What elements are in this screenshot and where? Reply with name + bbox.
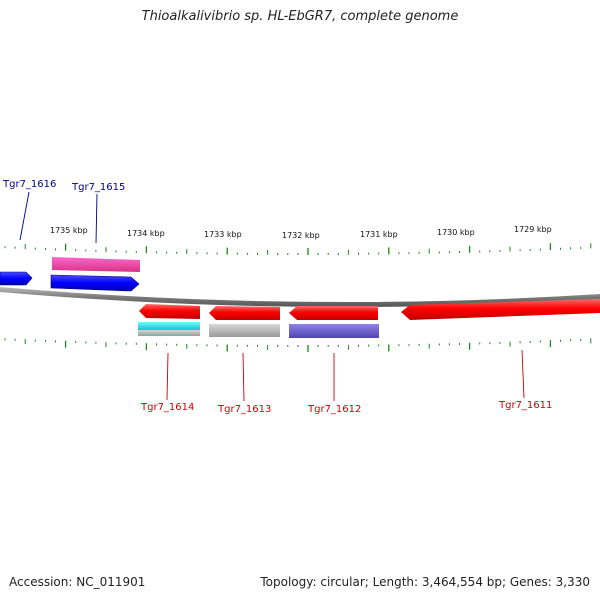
tick-label-1731: 1731 kbp [360, 230, 398, 239]
gene-label-tgr7-1612[interactable]: Tgr7_1612 [307, 404, 361, 415]
gene-tgr7-1614[interactable] [139, 304, 200, 319]
feature-gray-1613[interactable] [209, 324, 280, 337]
tick-label-1735: 1735 kbp [50, 226, 88, 235]
feature-gray-1614[interactable] [138, 330, 200, 336]
gene-label-tgr7-1616[interactable]: Tgr7_1616 [2, 179, 56, 190]
tick-label-1734: 1734 kbp [127, 229, 165, 238]
inner-tick-ruler [4, 338, 592, 352]
gene-label-tgr7-1615[interactable]: Tgr7_1615 [71, 182, 125, 193]
genome-title: Thioalkalivibrio sp. HL-EbGR7, complete … [141, 9, 459, 24]
gene-tgr7-1612[interactable] [289, 306, 378, 320]
accession-text: Accession: NC_011901 [9, 575, 146, 589]
gene-label-tgr7-1611[interactable]: Tgr7_1611 [498, 400, 552, 411]
gene-leader-lines [19, 191, 525, 402]
gene-label-tgr7-1614[interactable]: Tgr7_1614 [140, 402, 194, 413]
forward-strand-features [0, 257, 140, 292]
gene-tgr7-1616[interactable] [0, 271, 33, 286]
feature-purple[interactable] [289, 324, 379, 338]
reverse-strand-features [138, 299, 600, 338]
gene-labels: Tgr7_1616 Tgr7_1615 Tgr7_1614 Tgr7_1613 … [2, 179, 552, 415]
gene-label-tgr7-1613[interactable]: Tgr7_1613 [217, 404, 271, 415]
tick-label-1733: 1733 kbp [204, 230, 242, 239]
genome-backbone [0, 287, 600, 308]
genome-summary-text: Topology: circular; Length: 3,464,554 bp… [260, 575, 590, 589]
feature-magenta[interactable] [52, 257, 140, 272]
gene-tgr7-1613[interactable] [209, 306, 280, 320]
tick-label-1729: 1729 kbp [514, 225, 552, 234]
feature-cyan[interactable] [138, 322, 200, 330]
kbp-labels: 1735 kbp 1734 kbp 1733 kbp 1732 kbp 1731… [50, 225, 552, 240]
tick-label-1730: 1730 kbp [437, 228, 475, 237]
gene-tgr7-1611[interactable] [401, 299, 600, 320]
outer-tick-ruler [4, 243, 592, 255]
tick-label-1732: 1732 kbp [282, 231, 320, 240]
gene-tgr7-1615[interactable] [50, 274, 140, 292]
